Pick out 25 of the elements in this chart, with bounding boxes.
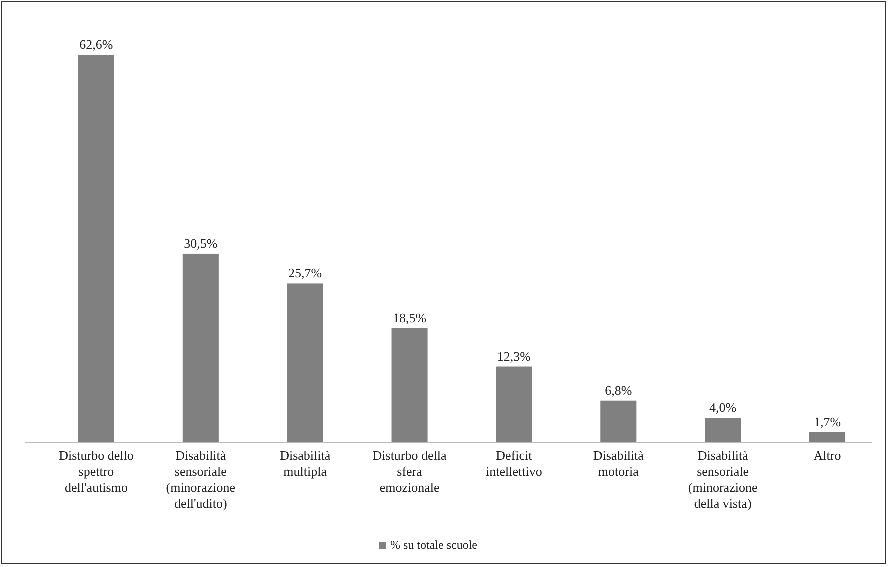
bar (392, 328, 428, 443)
bar (600, 400, 637, 443)
bar (810, 432, 846, 443)
data-label: 25,7% (288, 266, 322, 281)
data-label: 62,6% (80, 37, 114, 52)
bar (182, 254, 219, 443)
x-tick-label: Deficit intellettivo (486, 448, 542, 479)
data-label: 6,8% (605, 382, 632, 398)
data-label: 18,5% (392, 310, 427, 326)
x-tick-label: Disabilità motoria (593, 448, 644, 479)
legend-label: % su totale scuole (390, 538, 478, 552)
bar (78, 55, 114, 443)
bar (287, 284, 324, 443)
data-label: 1,7% (814, 414, 842, 430)
x-tick-label: Altro (814, 448, 842, 463)
data-label: 4,0% (710, 400, 737, 416)
x-tick-label: Disturbo della sfera emozionale (372, 448, 448, 495)
bar (496, 366, 532, 443)
data-label: 12,3% (497, 348, 532, 364)
x-tick-label: Disabilità multipla (280, 448, 331, 479)
x-tick-label: Disturbo dello spettro dell'autismo (59, 448, 134, 495)
x-tick-label: Disabilità sensoriale (minorazione della vista) (688, 448, 758, 511)
bar (705, 418, 742, 443)
data-label: 30,5% (184, 236, 218, 251)
x-tick-label: Disabilità sensoriale (minorazione dell'udito) (166, 448, 236, 511)
